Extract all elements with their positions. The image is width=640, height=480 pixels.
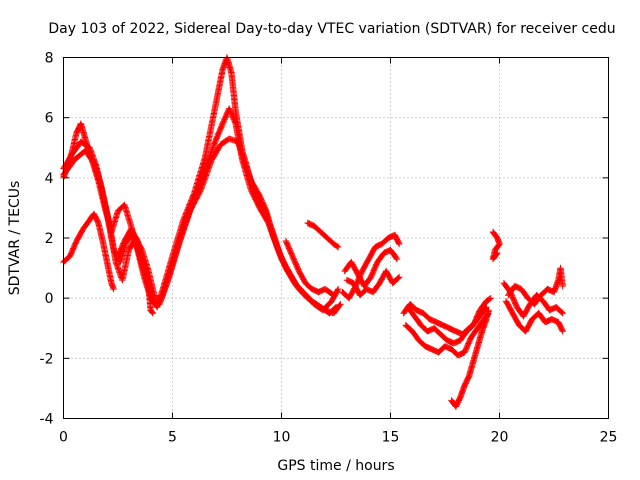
y-tick-label: 0	[45, 291, 54, 307]
x-tick-label: 20	[491, 430, 509, 446]
grid-lines	[63, 57, 609, 419]
series-trace-e	[114, 225, 157, 317]
series-trace-r	[505, 264, 566, 308]
series-trace-j	[343, 267, 403, 299]
series-markers	[304, 219, 342, 251]
series-markers	[60, 135, 344, 317]
x-axis-label: GPS time / hours	[277, 458, 394, 474]
series-markers	[341, 246, 401, 290]
series-markers	[502, 298, 566, 335]
y-axis-label: SDTVAR / TECUs	[7, 181, 23, 296]
y-tick-label: 2	[45, 231, 54, 247]
series-trace-o	[489, 228, 503, 263]
series-markers	[402, 310, 492, 359]
y-tick-label: 8	[45, 51, 54, 67]
y-tick-label: 6	[45, 111, 54, 127]
x-tick-label: 25	[600, 430, 618, 446]
series-markers	[489, 228, 503, 263]
series-markers	[343, 267, 403, 299]
series-markers	[448, 307, 492, 410]
data-points	[60, 54, 566, 410]
y-tick-label: -2	[40, 351, 54, 367]
y-tick-label: -4	[40, 412, 54, 428]
series-markers	[505, 264, 566, 308]
series-trace-n	[448, 307, 492, 410]
series-markers	[404, 295, 494, 347]
chart-title: Day 103 of 2022, Sidereal Day-to-day VTE…	[48, 21, 615, 37]
series-trace-q	[502, 298, 566, 335]
series-trace-g	[304, 219, 342, 251]
x-tick-label: 15	[382, 430, 400, 446]
x-tick-label: 0	[59, 430, 68, 446]
series-markers	[114, 225, 157, 317]
axis-ticks: 0 5 10 15 20 25 -4 -2 0 2 4 6 8	[40, 51, 618, 446]
x-tick-label: 10	[273, 430, 291, 446]
series-trace-i	[341, 246, 401, 290]
series-trace-f	[282, 237, 337, 299]
x-tick-label: 5	[168, 430, 177, 446]
y-tick-label: 4	[45, 171, 54, 187]
series-trace-c	[60, 135, 344, 317]
series-markers	[282, 237, 337, 299]
series-trace-l	[402, 310, 492, 359]
series-trace-m	[404, 295, 494, 347]
